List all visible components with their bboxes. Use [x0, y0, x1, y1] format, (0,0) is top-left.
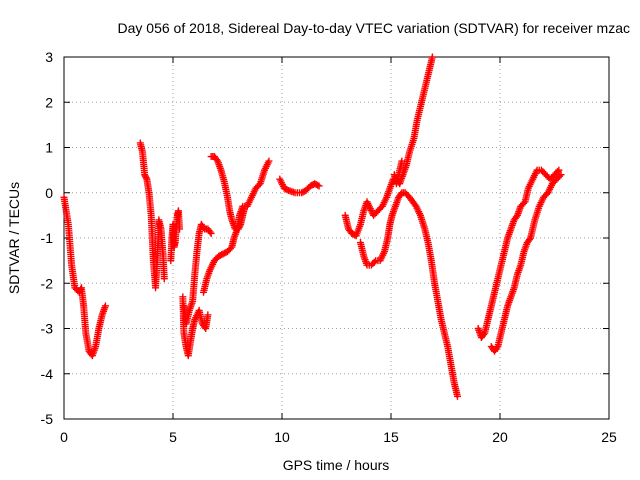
data-point	[314, 181, 322, 189]
y-axis-label: SDTVAR / TECUs	[6, 182, 22, 294]
x-tick-label: 5	[169, 429, 177, 445]
data-point	[493, 344, 501, 352]
x-axis-label: GPS time / hours	[283, 457, 390, 473]
y-tick-label: 2	[45, 94, 53, 110]
x-tick-label: 10	[274, 429, 290, 445]
data-point	[142, 174, 150, 182]
data-point	[236, 222, 244, 230]
axis-ticks: 0 5 10 15 20 25 -5 -4 -3 -2 -1 0 1 2 3	[41, 49, 617, 445]
grid-lines	[64, 57, 609, 419]
x-tick-label: 25	[601, 429, 617, 445]
data-point	[556, 172, 564, 180]
y-tick-label: -5	[41, 411, 54, 427]
data-point	[241, 202, 249, 210]
data-point	[101, 302, 109, 310]
data-point	[160, 275, 168, 283]
data-point	[176, 225, 184, 233]
chart-title: Day 056 of 2018, Sidereal Day-to-day VTE…	[118, 20, 631, 36]
y-tick-label: -1	[41, 230, 54, 246]
plot-frame	[63, 56, 610, 420]
data-points	[60, 53, 565, 400]
y-tick-label: 1	[45, 140, 53, 156]
data-point	[283, 186, 291, 194]
y-tick-label: -3	[41, 321, 54, 337]
data-point	[525, 236, 533, 244]
data-point	[370, 258, 378, 266]
data-point	[265, 157, 273, 165]
y-tick-label: -4	[41, 366, 54, 382]
data-point	[428, 53, 436, 61]
data-point	[206, 228, 214, 236]
data-point	[204, 311, 212, 319]
data-point	[453, 392, 461, 400]
x-tick-label: 20	[492, 429, 508, 445]
data-point	[398, 157, 406, 165]
x-tick-label: 15	[383, 429, 399, 445]
x-tick-label: 0	[60, 429, 68, 445]
y-tick-label: -2	[41, 275, 54, 291]
y-tick-label: 0	[45, 185, 53, 201]
data-point	[207, 229, 215, 237]
data-point	[553, 168, 561, 176]
data-point	[315, 182, 323, 190]
data-point	[555, 166, 563, 174]
y-tick-label: 3	[45, 49, 53, 65]
data-point	[480, 331, 488, 339]
data-point	[557, 171, 565, 179]
